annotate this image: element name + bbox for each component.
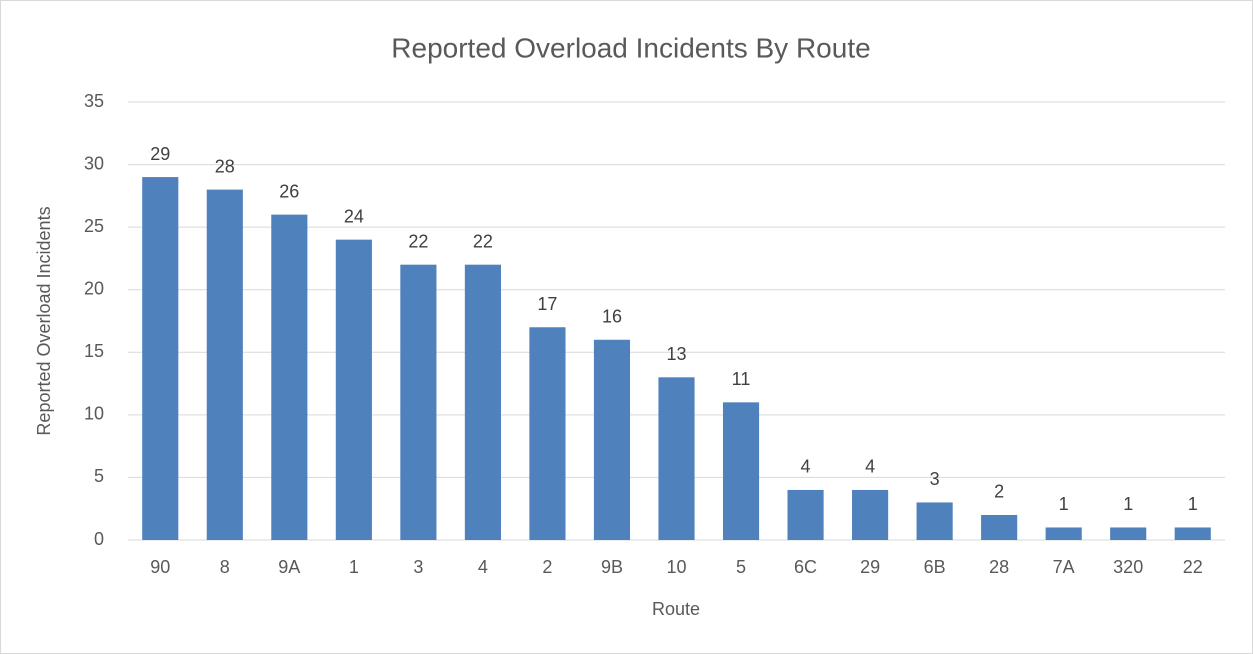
data-label: 1	[1123, 494, 1133, 514]
x-tick-label: 9B	[601, 557, 623, 577]
x-tick-label: 28	[989, 557, 1009, 577]
y-tick-label: 25	[84, 216, 104, 236]
data-label: 16	[602, 307, 622, 327]
x-tick-label: 320	[1113, 557, 1143, 577]
bar	[400, 264, 437, 540]
data-label: 28	[215, 156, 235, 176]
data-label: 17	[537, 294, 557, 314]
x-tick-label: 90	[150, 557, 170, 577]
bar	[529, 327, 566, 540]
bar	[981, 514, 1018, 540]
y-tick-label: 10	[84, 404, 104, 424]
bar	[593, 339, 631, 540]
bar	[206, 189, 243, 540]
data-label: 1	[1059, 494, 1069, 514]
x-tick-label: 3	[413, 557, 423, 577]
y-tick-label: 5	[94, 466, 104, 486]
data-label: 22	[408, 231, 428, 251]
x-tick-label: 5	[736, 557, 746, 577]
bar	[1174, 527, 1211, 540]
bar	[142, 177, 179, 541]
y-tick-label: 35	[84, 91, 104, 111]
y-axis-label: Reported Overload Incidents	[34, 206, 54, 435]
x-axis-label: Route	[652, 599, 700, 619]
x-tick-label: 10	[666, 557, 686, 577]
data-label: 26	[279, 181, 299, 201]
x-tick-label: 9A	[278, 557, 300, 577]
data-label: 22	[473, 231, 493, 251]
bar	[852, 489, 889, 540]
x-tick-label: 7A	[1053, 557, 1075, 577]
x-tick-label: 29	[860, 557, 880, 577]
bar	[1110, 527, 1147, 540]
chart-title: Reported Overload Incidents By Route	[391, 32, 870, 63]
x-tick-label: 8	[220, 557, 230, 577]
data-label: 13	[666, 344, 686, 364]
data-label: 29	[150, 144, 170, 164]
bar	[916, 502, 953, 540]
bar	[658, 377, 695, 540]
bar	[335, 239, 372, 540]
x-tick-label: 1	[349, 557, 359, 577]
bar	[722, 402, 760, 540]
x-tick-label: 4	[478, 557, 488, 577]
data-label: 1	[1188, 494, 1198, 514]
y-tick-label: 15	[84, 341, 104, 361]
y-tick-label: 0	[94, 529, 104, 549]
bar	[271, 214, 308, 540]
y-tick-label: 30	[84, 153, 104, 173]
data-label: 24	[344, 206, 364, 226]
data-label: 2	[994, 482, 1004, 502]
x-tick-label: 6C	[794, 557, 817, 577]
data-label: 4	[801, 457, 811, 477]
x-tick-label: 2	[542, 557, 552, 577]
bar	[787, 489, 824, 540]
data-label: 4	[865, 457, 875, 477]
data-label: 11	[732, 369, 751, 389]
bar	[464, 264, 501, 540]
y-tick-label: 20	[84, 278, 104, 298]
data-label: 3	[930, 469, 940, 489]
x-tick-label: 22	[1183, 557, 1203, 577]
x-tick-label: 6B	[924, 557, 946, 577]
bar	[1045, 527, 1082, 540]
